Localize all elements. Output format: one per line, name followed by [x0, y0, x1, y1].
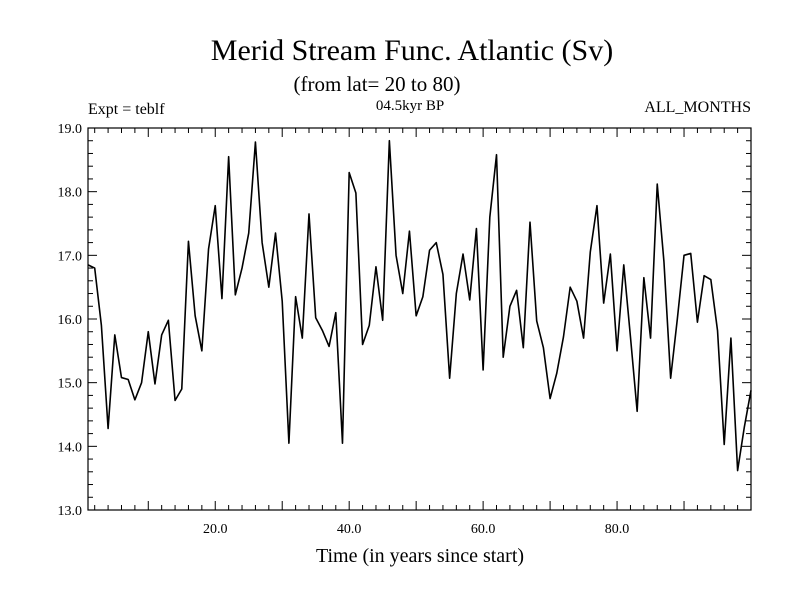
- y-tick-label: 19.0: [58, 122, 83, 137]
- x-tick-label: 60.0: [471, 522, 496, 537]
- y-axis: 13.0 14.0 15.0 16.0 17.0 18.0 19.0: [58, 122, 751, 519]
- y-tick-label: 17.0: [58, 249, 83, 264]
- series-line: [87, 139, 752, 472]
- x-tick-label: 80.0: [605, 522, 630, 537]
- y-tick-label: 18.0: [58, 186, 83, 201]
- chart-subtitle: (from lat= 20 to 80): [294, 72, 461, 96]
- x-axis-label: Time (in years since start): [316, 545, 524, 567]
- y-tick-label: 15.0: [58, 377, 83, 392]
- y-tick-label: 13.0: [58, 504, 83, 519]
- months-label: ALL_MONTHS: [644, 99, 751, 116]
- y-tick-label: 14.0: [58, 440, 83, 455]
- period-label: 04.5kyr BP: [376, 98, 444, 114]
- expt-label: Expt = teblf: [88, 101, 165, 118]
- y-tick-label: 16.0: [58, 313, 83, 328]
- chart-title: Merid Stream Func. Atlantic (Sv): [211, 34, 613, 67]
- x-tick-label: 40.0: [337, 522, 362, 537]
- x-axis: 20.0 40.0 60.0 80.0: [94, 128, 752, 537]
- x-tick-label: 20.0: [203, 522, 228, 537]
